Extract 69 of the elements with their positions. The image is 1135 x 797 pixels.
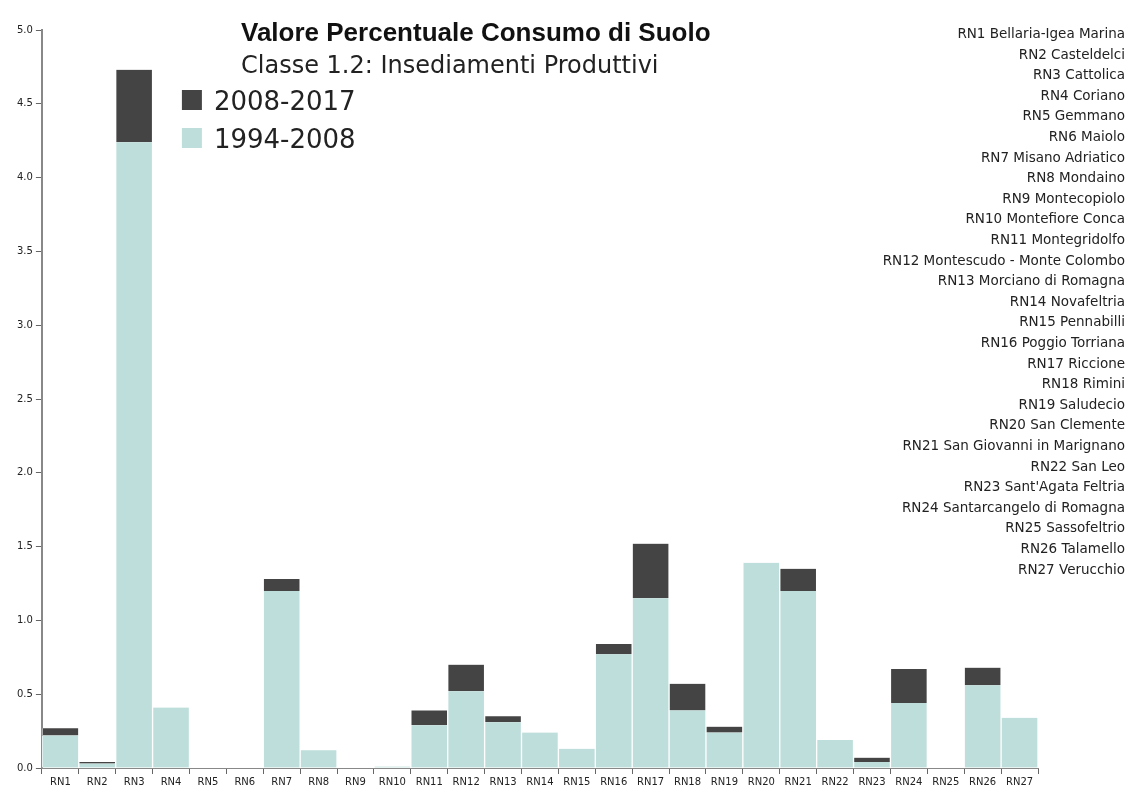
annotation: RN17 Riccione: [1027, 354, 1125, 371]
x-tick-label: RN27: [1005, 775, 1034, 787]
x-tick-label: RN6: [234, 775, 256, 787]
x-tick-label: RN18: [673, 775, 702, 787]
x-tick-label: RN11: [415, 775, 443, 787]
annotation: RN22 San Leo: [1030, 457, 1125, 474]
x-tick-label: RN21: [784, 775, 812, 787]
x-tick-label: RN3: [123, 775, 145, 787]
x-tick-label: RN14: [526, 775, 554, 787]
x-tick-label: RN7: [271, 775, 293, 787]
text: RN6 Maiolo: [1048, 128, 1125, 144]
annotation: RN27 Verucchio: [1018, 560, 1125, 577]
x-tick-label: RN23: [858, 775, 886, 787]
annotation: RN5 Gemmano: [1022, 107, 1125, 124]
annotation: RN23 Sant'Agata Feltria: [963, 478, 1125, 495]
annotation: RN8 Mondaino: [1026, 169, 1125, 186]
x-tick-label: RN1: [49, 775, 71, 787]
x-tick-label: RN8: [308, 775, 329, 787]
x-tick-label: RN9: [345, 775, 366, 787]
annotation: RN3 Cattolica: [1032, 66, 1125, 83]
text: Classe 1.2: Insediamenti Produttivi: [241, 51, 659, 79]
annotation: RN26 Talamello: [1020, 540, 1125, 556]
chart-title: Valore Percentuale Consumo di Suolo: [241, 17, 711, 47]
y-tick-label: 2.0: [17, 466, 33, 478]
annotation: RN15 Pennabilli: [1019, 313, 1125, 330]
x-tick-label: RN15: [563, 775, 591, 787]
text: RN4 Coriano: [1040, 86, 1125, 103]
y-tick-label: 4.5: [17, 97, 33, 109]
legend-label: 2008-2017: [213, 86, 356, 116]
annotation: RN25 Sassofeltrio: [1005, 519, 1125, 536]
x-tick-label: RN4: [160, 775, 182, 787]
annotation: RN16 Poggio Torriana: [980, 334, 1125, 350]
y-tick-label: 1.0: [17, 613, 33, 625]
annotation: RN2 Casteldelci: [1018, 45, 1125, 62]
y-tick-label: 3.5: [17, 244, 33, 256]
x-tick-label: RN25: [932, 775, 960, 787]
annotation: RN10 Montefiore Conca: [965, 210, 1125, 227]
x-tick-label: RN24: [895, 775, 923, 787]
x-tick-label: RN16: [600, 775, 628, 787]
x-tick-label: RN22: [821, 775, 849, 787]
annotation: RN1 Bellaria-Igea Marina: [957, 25, 1125, 41]
annotation: RN19 Saludecio: [1018, 395, 1125, 412]
y-tick-label: 1.5: [17, 540, 33, 552]
x-tick-label: RN12: [452, 775, 480, 787]
y-tick-label: 5.0: [17, 23, 33, 35]
x-tick-label: RN5: [197, 775, 219, 787]
x-tick-label: RN26: [969, 775, 997, 787]
y-tick-label: 0.0: [17, 761, 33, 773]
legend-label: 1994-2008: [213, 124, 356, 154]
text: RN18 Rimini: [1041, 375, 1125, 392]
y-tick-label: 4.0: [17, 171, 33, 183]
x-tick-label: RN20: [747, 775, 775, 787]
annotation: RN11 Montegridolfo: [990, 231, 1125, 247]
annotation: RN14 Novafeltria: [1009, 292, 1125, 309]
annotation: RN12 Montescudo - Monte Colombo: [882, 251, 1125, 268]
x-tick-label: RN10: [378, 775, 406, 787]
annotation: RN13 Morciano di Romagna: [937, 272, 1125, 289]
x-tick-label: RN13: [489, 775, 517, 787]
x-tick-label: RN19: [710, 775, 738, 787]
y-tick-label: 0.5: [17, 687, 33, 699]
y-tick-label: 2.5: [17, 392, 33, 404]
annotation: RN7 Misano Adriatico: [980, 148, 1125, 165]
annotation: RN24 Santarcangelo di Romagna: [901, 498, 1125, 515]
x-tick-label: RN2: [86, 775, 108, 787]
y-tick-label: 3.0: [17, 318, 33, 330]
annotation: RN21 San Giovanni in Marignano: [902, 437, 1125, 453]
annotation: RN9 Montecopiolo: [1002, 189, 1125, 206]
annotation: RN20 San Clemente: [989, 416, 1125, 433]
x-tick-label: RN17: [637, 775, 665, 787]
